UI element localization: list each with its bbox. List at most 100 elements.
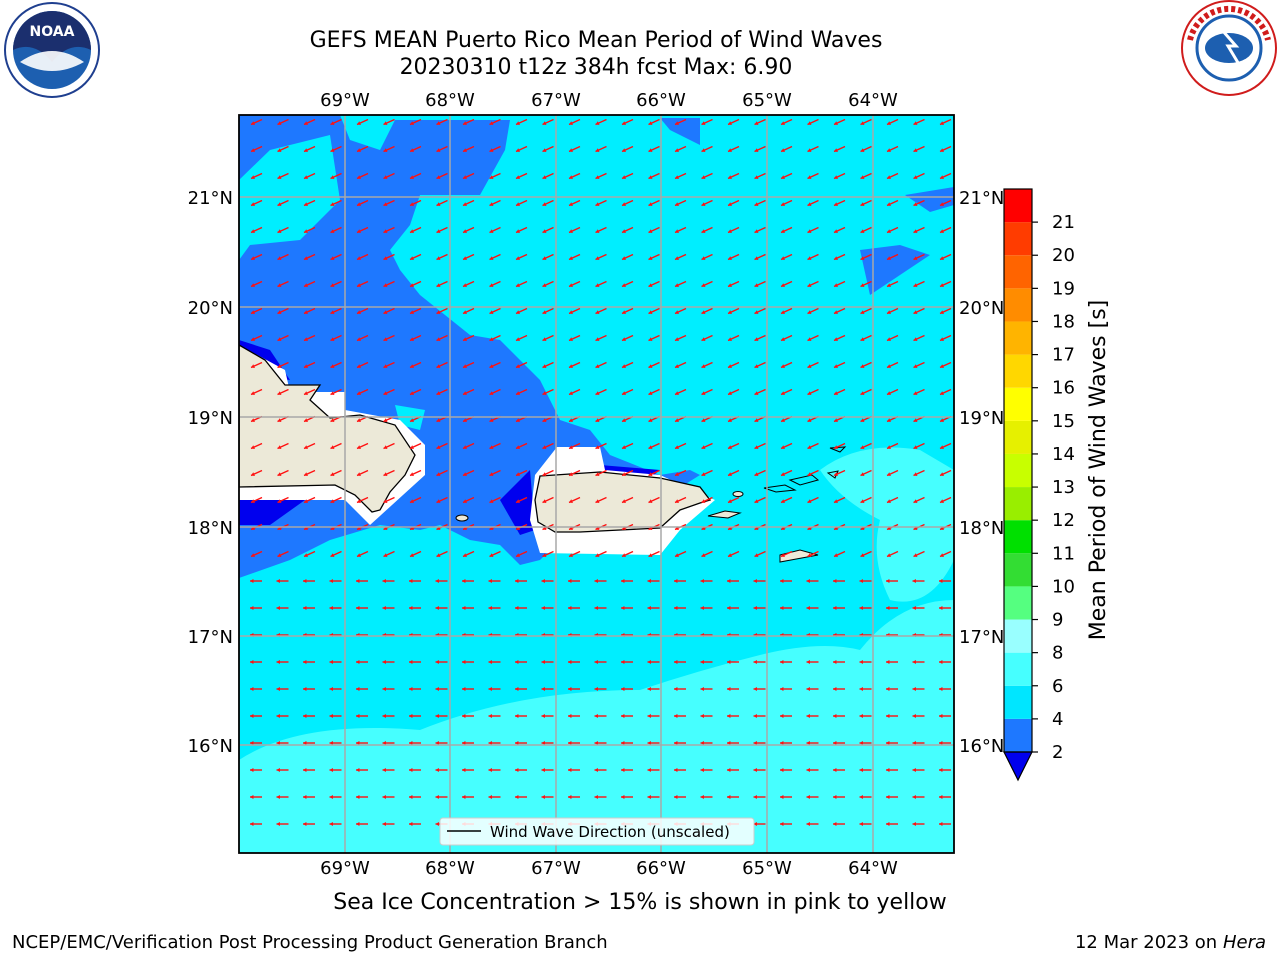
wind-wave-arrow (542, 145, 554, 153)
wind-wave-arrow (859, 794, 872, 800)
wind-wave-arrow (515, 226, 528, 234)
wind-wave-arrow (250, 118, 263, 126)
wind-wave-arrow (780, 199, 793, 207)
wind-wave-arrow (886, 496, 899, 504)
wind-wave-arrow (409, 334, 422, 342)
wind-wave-arrow (489, 226, 501, 234)
wind-wave-arrow (276, 740, 289, 746)
wind-wave-arrow (330, 334, 342, 342)
wind-wave-arrow (594, 740, 607, 746)
wind-wave-arrow (913, 361, 925, 369)
wind-wave-arrow (277, 388, 289, 396)
colorbar-tick-label: 10 (1052, 576, 1075, 597)
lon-label-top: 68°W (425, 90, 475, 111)
wind-wave-arrow (701, 550, 713, 558)
wind-wave-arrow (701, 334, 713, 342)
wind-wave-arrow (462, 550, 475, 558)
wind-wave-arrow (780, 118, 793, 126)
lat-labels-right: 21°N 20°N 19°N 18°N 17°N 16°N (959, 188, 1004, 757)
wind-wave-arrow (436, 118, 448, 126)
wind-wave-arrow (727, 172, 740, 180)
wind-wave-arrow (356, 118, 369, 126)
wind-wave-arrow (489, 145, 501, 153)
legend: Wind Wave Direction (unscaled) (439, 817, 755, 846)
colorbar-segment (1004, 520, 1032, 554)
wind-wave-arrow (303, 388, 316, 396)
wind-wave-arrow (435, 605, 448, 611)
wind-wave-arrow (674, 767, 686, 773)
wind-wave-arrow (648, 280, 660, 288)
wind-wave-arrow (780, 361, 793, 369)
wind-wave-arrow (409, 118, 422, 126)
wind-wave-arrow (886, 469, 899, 477)
wind-wave-arrow (674, 226, 687, 234)
wind-wave-arrow (383, 442, 395, 450)
period-contour-6-8 (239, 600, 954, 853)
wind-wave-arrow (568, 767, 580, 773)
wind-wave-arrow (780, 388, 793, 396)
wind-wave-arrow (621, 361, 634, 369)
wind-wave-arrow (356, 280, 369, 288)
wind-wave-arrow (860, 442, 872, 450)
wind-wave-arrow (435, 713, 448, 719)
wind-wave-arrow (727, 713, 739, 719)
colorbar-tick-label: 9 (1052, 610, 1063, 631)
wind-wave-arrow (462, 713, 474, 719)
period-contour-lt2-2 (239, 500, 305, 525)
wind-wave-arrow (939, 713, 951, 719)
wind-wave-arrow (541, 686, 554, 692)
wind-wave-arrow (595, 496, 607, 504)
wind-wave-arrow (595, 388, 607, 396)
wind-wave-arrow (277, 496, 289, 504)
wind-wave-arrow (754, 280, 766, 288)
wind-wave-arrow (382, 686, 395, 692)
wind-wave-arrow (488, 605, 501, 611)
wind-wave-arrow (780, 442, 793, 450)
wind-wave-arrow (939, 118, 952, 126)
wind-wave-arrow (595, 334, 607, 342)
wind-wave-arrow (621, 794, 633, 800)
colorbar-tick-label: 13 (1052, 477, 1075, 498)
wind-wave-arrow (303, 145, 316, 153)
wind-wave-arrow (515, 794, 527, 800)
wind-wave-arrow (833, 740, 845, 746)
wind-wave-arrow (568, 442, 581, 450)
nws-logo (1181, 0, 1277, 96)
wind-wave-arrow (330, 469, 342, 477)
lon-label-top: 65°W (742, 90, 792, 111)
period-contour-2-4-east (860, 245, 930, 295)
wind-wave-arrow (806, 686, 819, 692)
wind-wave-arrow (489, 118, 501, 126)
wind-wave-arrow (939, 145, 952, 153)
wind-wave-arrow (356, 442, 369, 450)
wind-wave-arrow (912, 686, 925, 692)
wind-wave-arrow (860, 388, 872, 396)
wind-wave-arrow (303, 469, 316, 477)
wind-wave-arrow (860, 361, 872, 369)
wind-wave-arrow (330, 226, 342, 234)
wind-wave-arrow (621, 686, 633, 692)
wind-wave-arrow (833, 578, 845, 584)
wind-wave-arrow (648, 388, 660, 396)
wind-wave-arrow (489, 442, 501, 450)
wind-wave-arrow (436, 361, 448, 369)
wind-wave-arrow (674, 307, 687, 315)
colorbar-tick-label: 20 (1052, 245, 1075, 266)
colorbar-segment (1004, 255, 1032, 289)
wind-wave-arrow (568, 496, 581, 504)
colorbar-tick-label: 16 (1052, 378, 1075, 399)
wind-wave-arrow (276, 659, 289, 665)
wind-wave-arrow (780, 767, 792, 773)
wind-wave-arrow (806, 767, 819, 773)
wind-wave-arrow (595, 118, 607, 126)
wind-wave-arrow (700, 659, 713, 665)
wind-wave-arrow (250, 767, 262, 773)
colorbar-tick-label: 18 (1052, 311, 1075, 332)
lat-label-right: 21°N (959, 188, 1004, 209)
wind-wave-arrow (515, 361, 528, 369)
wind-wave-arrow (753, 713, 766, 719)
wind-wave-arrow (648, 226, 660, 234)
colorbar-tick-label: 15 (1052, 411, 1075, 432)
wind-wave-arrow (859, 713, 872, 719)
wind-wave-arrow (648, 442, 660, 450)
